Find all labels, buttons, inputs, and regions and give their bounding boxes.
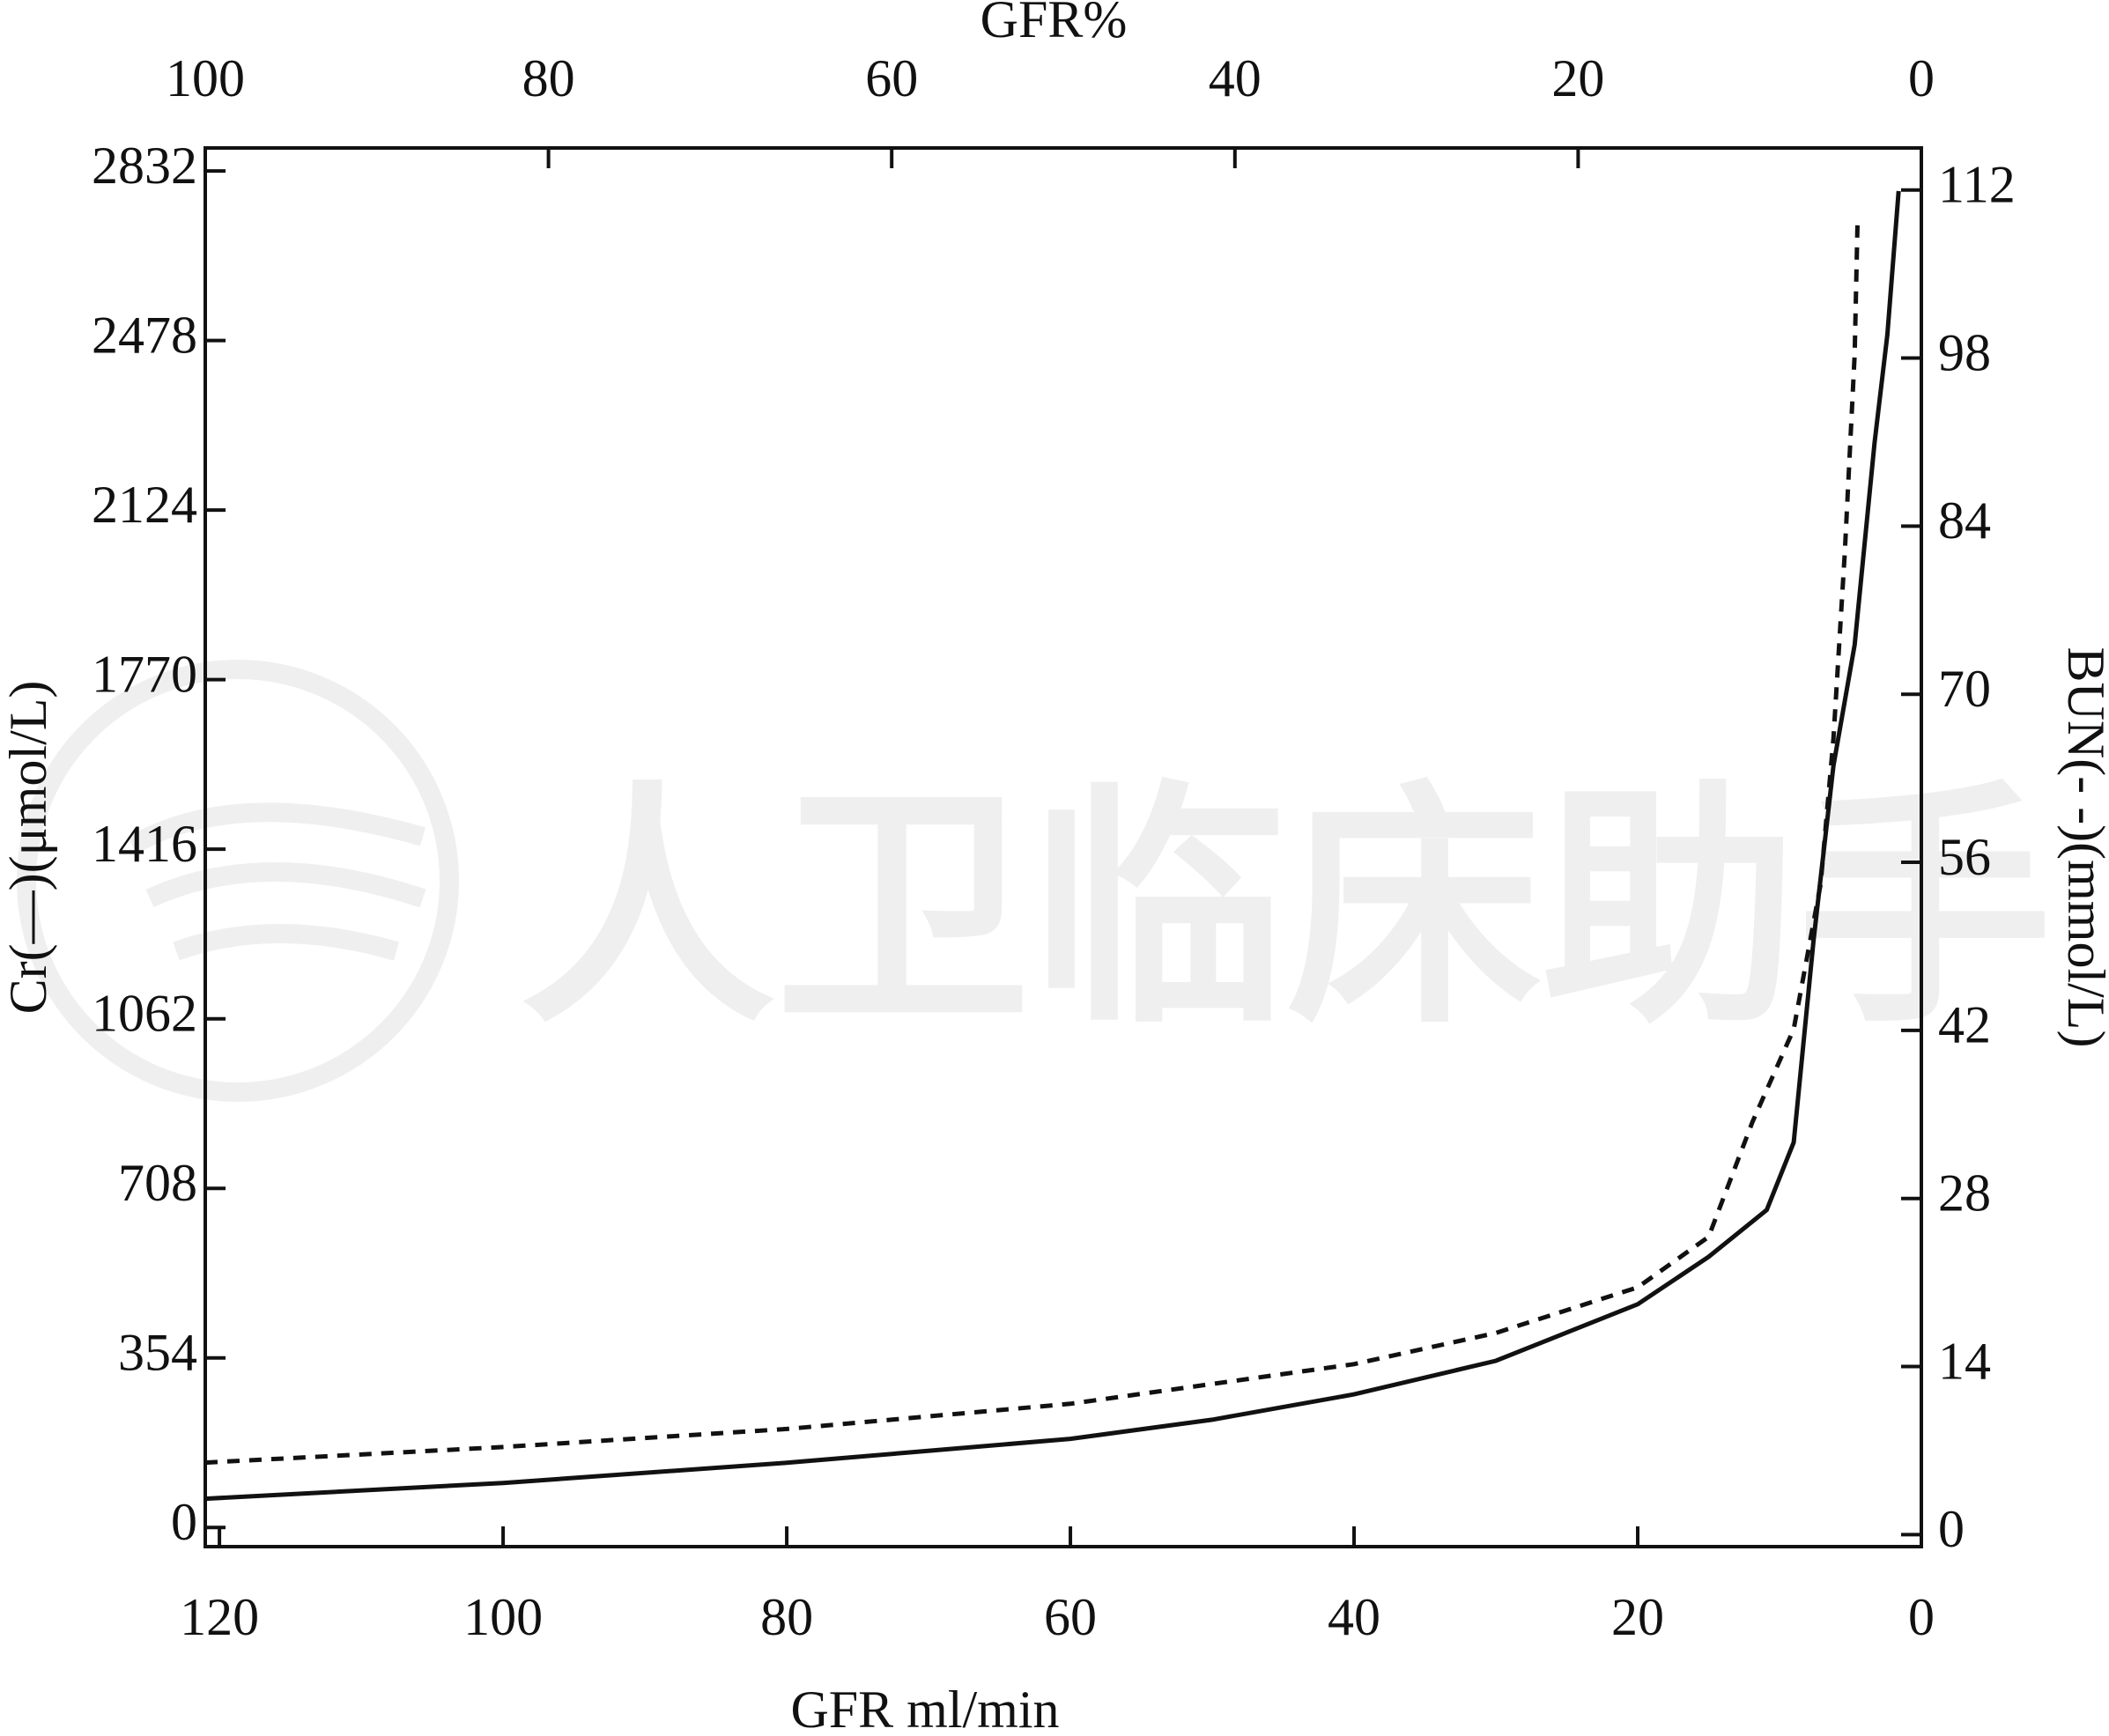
plot-frame bbox=[204, 146, 1923, 1548]
x-axis-title: GFR ml/min bbox=[790, 1681, 1059, 1736]
y2-tick-label: 112 bbox=[1938, 155, 2016, 213]
top-axis-title: GFR% bbox=[980, 0, 1128, 48]
y-tick-label: 708 bbox=[118, 1154, 197, 1212]
y2-tick-label: 42 bbox=[1938, 996, 1991, 1054]
y2-tick-label: 84 bbox=[1938, 491, 1991, 550]
data-line bbox=[204, 190, 1901, 1502]
y-tick-label: 1062 bbox=[92, 984, 197, 1042]
y2-tick-label: 98 bbox=[1938, 323, 1991, 381]
x-tick-label: 100 bbox=[463, 1588, 543, 1646]
y-tick-label: 354 bbox=[118, 1323, 197, 1381]
y-axis-title: Cr(—)(μmol/L) bbox=[0, 681, 57, 1015]
y2-axis-title: BUN(- -)(mmol/L) bbox=[2057, 647, 2109, 1048]
x2-tick-label: 60 bbox=[865, 49, 918, 107]
y2-tick-label: 28 bbox=[1938, 1163, 1991, 1222]
watermark-logo bbox=[17, 660, 459, 1102]
x-tick-label: 80 bbox=[760, 1588, 813, 1646]
x-tick-label: 40 bbox=[1328, 1588, 1380, 1646]
x-tick-label: 0 bbox=[1908, 1588, 1935, 1646]
x2-tick-label: 100 bbox=[166, 49, 245, 107]
y2-tick-label: 14 bbox=[1938, 1332, 1991, 1390]
y2-tick-label: 0 bbox=[1938, 1500, 1965, 1558]
y2-tick-label: 70 bbox=[1938, 660, 1991, 718]
x2-tick-label: 40 bbox=[1209, 49, 1262, 107]
x-tick-label: 20 bbox=[1611, 1588, 1664, 1646]
y-tick-label: 1770 bbox=[92, 645, 197, 703]
x2-tick-label: 80 bbox=[522, 49, 575, 107]
y2-tick-label: 56 bbox=[1938, 828, 1991, 886]
x2-tick-label: 20 bbox=[1551, 49, 1604, 107]
watermark: 人卫临床助手 bbox=[520, 761, 2053, 1058]
x2-tick-label: 0 bbox=[1908, 49, 1935, 107]
y-tick-label: 2124 bbox=[92, 476, 197, 534]
x-tick-label: 60 bbox=[1044, 1588, 1097, 1646]
y-tick-label: 2478 bbox=[92, 306, 197, 364]
y-tick-label: 1416 bbox=[92, 815, 197, 873]
x-tick-label: 120 bbox=[180, 1588, 259, 1646]
y-tick-label: 0 bbox=[171, 1493, 197, 1551]
y-tick-label: 2832 bbox=[92, 137, 197, 195]
